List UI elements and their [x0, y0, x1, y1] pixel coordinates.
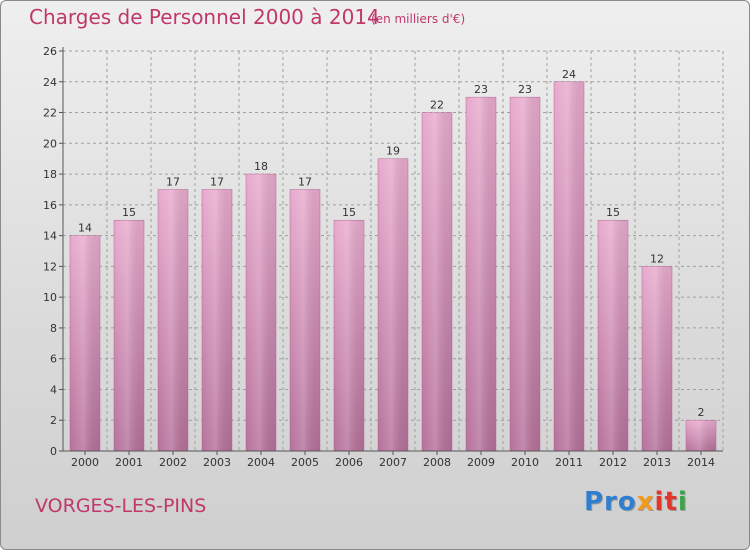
x-tick-label: 2014: [687, 456, 715, 469]
place-name: VORGES-LES-PINS: [35, 495, 207, 517]
y-tick-label: 20: [43, 137, 57, 150]
bar-shine: [510, 97, 540, 452]
data-label: 19: [386, 145, 400, 158]
bar-shine: [554, 81, 584, 452]
bar-shine: [422, 112, 452, 452]
bar-shine: [114, 220, 144, 451]
x-tick-label: 2012: [599, 456, 627, 469]
bar-shine: [642, 266, 672, 451]
bar-shine: [158, 189, 188, 451]
y-tick-label: 18: [43, 168, 57, 181]
bar-shine: [378, 158, 408, 451]
data-label: 15: [342, 206, 356, 219]
bar-shine: [686, 420, 716, 451]
chart-subtitle: (en milliers d'€): [371, 12, 466, 26]
y-tick-label: 26: [43, 45, 57, 58]
x-tick-label: 2000: [71, 456, 99, 469]
data-label: 17: [166, 175, 180, 188]
y-tick-label: 12: [43, 260, 57, 273]
bar-shine: [70, 235, 100, 451]
y-tick-label: 16: [43, 199, 57, 212]
data-label: 15: [122, 206, 136, 219]
data-label: 15: [606, 206, 620, 219]
y-tick-label: 0: [50, 445, 57, 458]
x-tick-label: 2010: [511, 456, 539, 469]
x-tick-label: 2007: [379, 456, 407, 469]
y-tick-label: 14: [43, 230, 57, 243]
logo-part-1: Pro: [584, 487, 637, 517]
data-label: 14: [78, 222, 92, 235]
logo-part-4: i: [677, 487, 688, 517]
y-tick-label: 8: [50, 322, 57, 335]
data-label: 22: [430, 99, 444, 112]
x-tick-label: 2001: [115, 456, 143, 469]
logo-part-2: x: [636, 487, 655, 517]
bar-shine: [334, 220, 364, 451]
data-label: 23: [518, 83, 532, 96]
label-layer: 14 15 17 17 18 17 15 19 22 23 23 24 15 12 2: [78, 68, 705, 419]
proxiti-logo[interactable]: Proxiti: [584, 487, 688, 517]
y-tick-label: 2: [50, 414, 57, 427]
x-tick-label: 2005: [291, 456, 319, 469]
bar-shine: [598, 220, 628, 451]
x-tick-label: 2008: [423, 456, 451, 469]
data-label: 17: [210, 175, 224, 188]
y-tick-label: 22: [43, 107, 57, 120]
x-tick-label: 2006: [335, 456, 363, 469]
chart-title: Charges de Personnel 2000 à 2014: [29, 5, 380, 29]
x-tick-label: 2003: [203, 456, 231, 469]
bar-shine: [246, 174, 276, 452]
y-tick-label: 4: [50, 383, 57, 396]
bar-shine: [202, 189, 232, 451]
x-tick-label: 2013: [643, 456, 671, 469]
y-tick-label: 6: [50, 353, 57, 366]
bar-layer: [69, 81, 717, 452]
data-label: 18: [254, 160, 268, 173]
data-label: 17: [298, 175, 312, 188]
x-tick-label: 2009: [467, 456, 495, 469]
x-tick-label: 2002: [159, 456, 187, 469]
y-tick-label: 24: [43, 76, 57, 89]
bar-shine: [466, 97, 496, 452]
y-tick-label: 10: [43, 291, 57, 304]
logo-part-3: it: [654, 487, 678, 517]
data-label: 12: [650, 252, 664, 265]
x-tick-label: 2004: [247, 456, 275, 469]
data-label: 24: [562, 68, 576, 81]
bar-shine: [290, 189, 320, 451]
data-label: 23: [474, 83, 488, 96]
data-label: 2: [698, 406, 705, 419]
x-tick-label: 2011: [555, 456, 583, 469]
